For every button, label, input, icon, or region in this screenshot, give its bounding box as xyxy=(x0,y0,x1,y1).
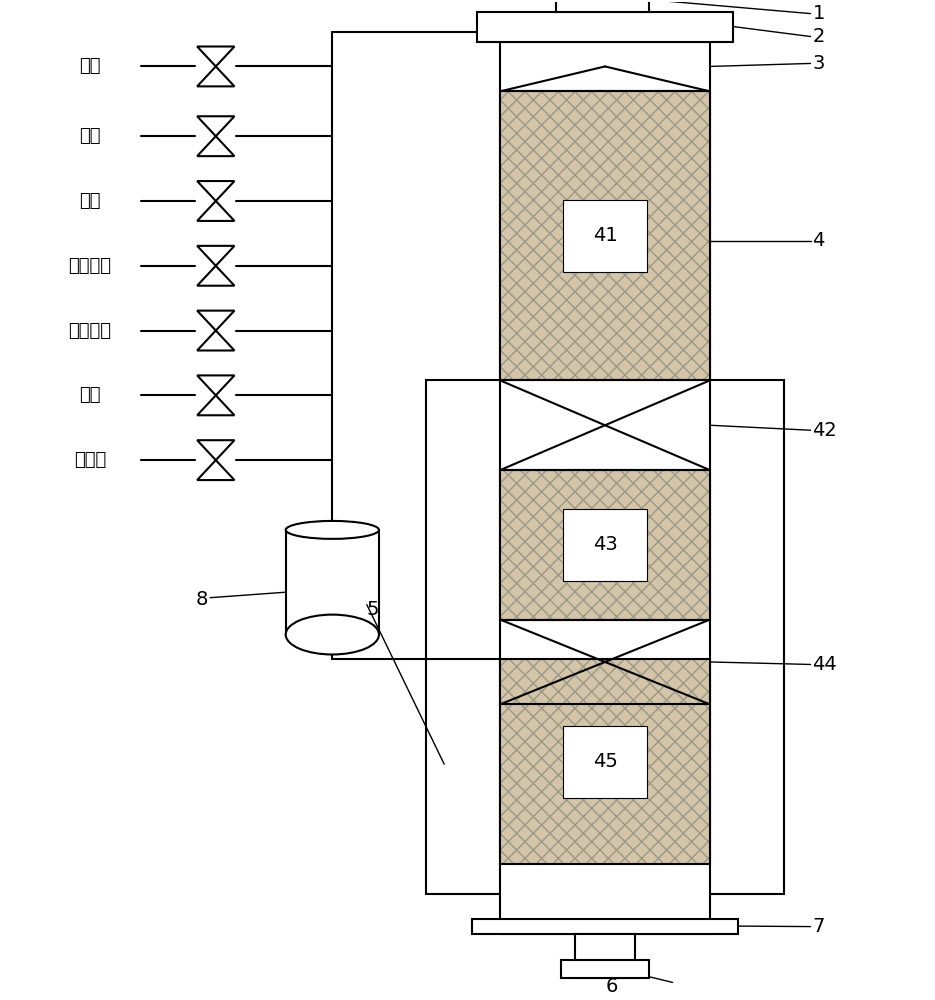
Text: 44: 44 xyxy=(813,655,837,674)
Polygon shape xyxy=(500,659,710,864)
Polygon shape xyxy=(197,395,235,415)
Polygon shape xyxy=(197,116,235,136)
Text: 水蒸气: 水蒸气 xyxy=(74,451,106,469)
Polygon shape xyxy=(197,201,235,221)
Text: 一氧化碳: 一氧化碳 xyxy=(68,322,111,340)
Ellipse shape xyxy=(286,615,379,654)
Polygon shape xyxy=(563,509,647,581)
Polygon shape xyxy=(197,47,235,66)
Text: 43: 43 xyxy=(593,535,617,554)
Polygon shape xyxy=(425,380,784,894)
Polygon shape xyxy=(500,470,710,620)
Polygon shape xyxy=(575,934,635,978)
Text: 氢气: 氢气 xyxy=(79,127,101,145)
Text: 二氧化碳: 二氧化碳 xyxy=(68,257,111,275)
Polygon shape xyxy=(286,530,379,635)
Polygon shape xyxy=(556,0,649,12)
Polygon shape xyxy=(197,246,235,266)
Polygon shape xyxy=(563,200,647,272)
Text: 45: 45 xyxy=(593,752,617,771)
Polygon shape xyxy=(197,375,235,395)
Text: 8: 8 xyxy=(196,590,209,609)
Polygon shape xyxy=(472,919,738,934)
Polygon shape xyxy=(197,311,235,331)
Polygon shape xyxy=(197,266,235,286)
Text: 6: 6 xyxy=(606,977,618,996)
Polygon shape xyxy=(197,331,235,350)
Polygon shape xyxy=(197,66,235,86)
Text: 5: 5 xyxy=(367,600,380,619)
Polygon shape xyxy=(561,960,649,978)
Ellipse shape xyxy=(286,521,379,539)
Polygon shape xyxy=(197,136,235,156)
Text: 2: 2 xyxy=(813,27,825,46)
Text: 甲烷: 甲烷 xyxy=(79,192,101,210)
Text: 42: 42 xyxy=(813,421,837,440)
Text: 1: 1 xyxy=(813,4,825,23)
Polygon shape xyxy=(563,726,647,798)
Text: 3: 3 xyxy=(813,54,825,73)
Polygon shape xyxy=(500,91,710,380)
Text: 7: 7 xyxy=(813,917,825,936)
Text: 氮气: 氮气 xyxy=(79,386,101,404)
Polygon shape xyxy=(197,460,235,480)
Polygon shape xyxy=(197,440,235,460)
Polygon shape xyxy=(197,181,235,201)
Text: 4: 4 xyxy=(813,231,825,250)
Polygon shape xyxy=(500,42,710,934)
Polygon shape xyxy=(477,12,733,42)
Text: 乙炔: 乙炔 xyxy=(79,57,101,75)
Text: 41: 41 xyxy=(593,226,617,245)
